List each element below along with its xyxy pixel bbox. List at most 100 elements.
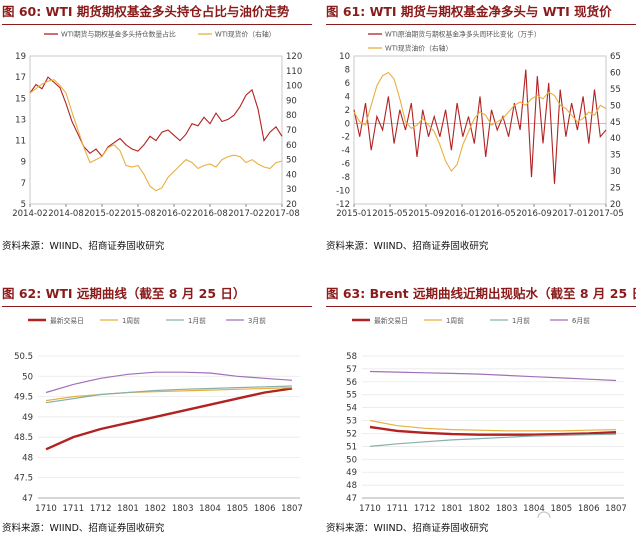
y-tick-label-left: 15	[15, 94, 26, 104]
x-tick-label: 1805	[551, 504, 573, 514]
y-tick-label-left: 19	[15, 52, 26, 62]
y-tick-label: 48	[346, 481, 357, 491]
y-tick-label-right: 40	[286, 170, 297, 180]
y-tick-label: 57	[346, 365, 357, 375]
series-line-0	[353, 69, 607, 184]
series-line-1	[353, 71, 607, 173]
y-tick-label-right: 50	[286, 156, 297, 166]
series-line-0	[45, 387, 293, 451]
y-tick-label-left: 2	[345, 106, 350, 116]
y-tick-label-right: 100	[286, 82, 302, 92]
y-tick-label: 50	[22, 372, 33, 382]
y-tick-label: 47.5	[14, 474, 33, 484]
y-tick-label-right: 80	[286, 111, 297, 121]
legend-label: WTI原油期货与期权基金净多头周环比变化（万手）	[385, 30, 541, 39]
y-tick-label-right: 35	[610, 151, 621, 161]
y-tick-label: 56	[346, 378, 357, 388]
x-tick-label: 2015-01	[336, 209, 372, 219]
x-tick-label: 1801	[441, 504, 463, 514]
y-tick-label: 55	[346, 391, 357, 401]
legend-label: WTI现货价（右轴）	[215, 30, 275, 39]
y-tick-label: 52	[346, 429, 357, 439]
y-tick-label-right: 45	[610, 118, 621, 128]
y-tick-label-right: 25	[610, 184, 621, 194]
y-tick-label-left: -4	[342, 146, 350, 156]
plot-frame	[353, 55, 607, 205]
watermark-icon	[537, 511, 551, 518]
axes: 5 7 9 11 13 15 17 19 20 30 40 50 60 70 80 90 100 110 120 20…	[12, 52, 302, 219]
x-tick-label: 1803	[496, 504, 518, 514]
y-tick-label-left: 9	[21, 158, 26, 168]
x-tick-label: 1712	[414, 504, 436, 514]
legend-label: WTI现货油价（右轴）	[385, 44, 452, 53]
y-tick-label-left: 13	[15, 115, 26, 125]
plot-frame	[29, 55, 283, 205]
legend-label: 1周前	[122, 316, 140, 325]
y-tick-label-right: 60	[286, 141, 297, 151]
x-tick-label: 2016-09	[516, 209, 552, 219]
series-line-0	[29, 76, 283, 158]
y-tick-label-left: -8	[342, 173, 350, 183]
y-tick-label: 47	[346, 494, 357, 504]
x-tick-label: 1711	[63, 504, 85, 514]
series-line-1	[45, 387, 293, 402]
x-tick-label: 1802	[145, 504, 167, 514]
chart-panel-63: 图 63: Brent 远期曲线近期出现贴水（截至 8 月 25 日） 47 48…	[326, 284, 636, 546]
y-tick-label-right: 110	[286, 67, 302, 77]
chart-panel-61: 图 61: WTI 期货与期权基金净多头与 WTI 现货价 -12 -10 -8 -6…	[326, 2, 636, 264]
x-tick-label: 1804	[199, 504, 221, 514]
x-tick-label: 1806	[578, 504, 600, 514]
series-line-3	[45, 371, 293, 394]
legend-label: 1月前	[188, 316, 206, 325]
chart-title: 图 63: Brent 远期曲线近期出现贴水（截至 8 月 25 日）	[326, 284, 636, 307]
legend-label: 1周前	[446, 316, 464, 325]
y-tick-label: 48	[22, 453, 33, 463]
series-line-3	[369, 370, 617, 382]
y-tick-label-right: 30	[610, 167, 621, 177]
y-tick-label-left: -12	[336, 200, 350, 210]
y-tick-label-left: 17	[15, 73, 26, 83]
y-tick-label: 58	[346, 352, 357, 362]
legend-label: WTI期货与期权基金多头持仓数量占比	[61, 30, 176, 39]
chart-svg: 5 7 9 11 13 15 17 19 20 30 40 50 60 70 80 90 100 110 120 20…	[12, 30, 302, 220]
y-tick-label-left: 5	[21, 200, 26, 210]
x-tick-label: 1807	[605, 504, 627, 514]
legend-label: 6月前	[572, 316, 590, 325]
x-tick-label: 2017-08	[264, 209, 300, 219]
y-tick-label-right: 60	[610, 68, 621, 78]
y-tick-label: 54	[346, 404, 357, 414]
x-tick-label: 2016-05	[480, 209, 516, 219]
y-tick-label-right: 20	[610, 200, 621, 210]
source-note: 资料来源：WIIND、招商证券固收研究	[2, 241, 165, 252]
x-tick-label: 1803	[172, 504, 194, 514]
axes: 47 48 49 50 51 52 53 54 55 56 57 58 1710 1711 1712 1801…	[346, 352, 627, 514]
x-tick-label: 2016-08	[192, 209, 228, 219]
series-line-2	[369, 433, 617, 447]
y-tick-label: 49	[22, 413, 33, 423]
source-note: 资料来源：WIIND、招商证券固收研究	[326, 241, 489, 252]
series-line-1	[29, 79, 283, 192]
legend-label: 1月前	[512, 316, 530, 325]
y-tick-label-left: 10	[339, 52, 350, 62]
source-note: 资料来源：WIIND、招商证券固收研究	[326, 523, 489, 534]
chart-title: 图 60: WTI 期货期权基金多头持仓占比与油价走势	[2, 2, 312, 25]
y-tick-label: 50.5	[14, 352, 33, 362]
watermark-logo	[537, 511, 551, 518]
x-tick-label: 2015-09	[408, 209, 444, 219]
x-tick-label: 1712	[90, 504, 112, 514]
y-tick-label-right: 65	[610, 52, 621, 62]
series-line-2	[45, 385, 293, 404]
x-tick-label: 2015-05	[372, 209, 408, 219]
y-tick-label-right: 50	[610, 101, 621, 111]
x-tick-label: 1710	[35, 504, 57, 514]
y-tick-label-right: 70	[286, 126, 297, 136]
y-tick-label-left: 4	[345, 92, 350, 102]
y-tick-label: 51	[346, 442, 357, 452]
source-note: 资料来源：WIIND、招商证券固收研究	[2, 523, 165, 534]
axes: -12 -10 -8 -6 -4 -2 0 2 4 6 8 10 20 25 30 35 40 45 50 55 60 6…	[336, 52, 624, 219]
y-tick-label-right: 120	[286, 52, 302, 62]
series-line-1	[369, 419, 617, 432]
y-tick-label-left: 6	[345, 79, 350, 89]
x-tick-label: 1806	[254, 504, 276, 514]
y-tick-label-left: -10	[336, 187, 350, 197]
